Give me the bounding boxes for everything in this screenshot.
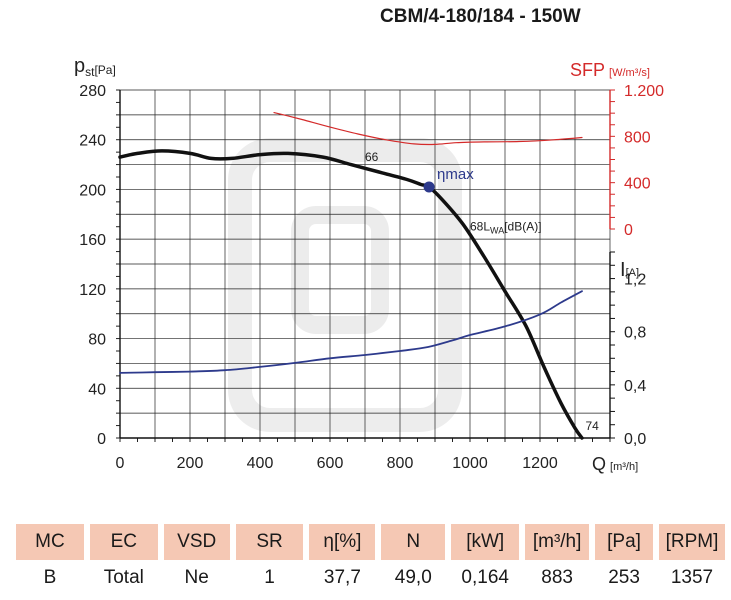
current-tick-label: 0,0 — [624, 431, 646, 448]
x-tick-label: 400 — [247, 455, 274, 472]
spec-value-n: 49,0 — [394, 567, 432, 588]
x-tick-label: 800 — [387, 455, 414, 472]
x-tick-label: 0 — [116, 455, 125, 472]
spec-value-pa: 253 — [608, 567, 640, 588]
spec-value-flow: 883 — [541, 567, 573, 588]
spec-value-rpm: 1357 — [670, 567, 714, 588]
spec-value-kw: 0,164 — [461, 567, 509, 588]
watermark-frame — [228, 138, 462, 432]
current-curve — [119, 290, 583, 374]
spec-table-value-row: B Total Ne 1 37,7 49,0 0,164 883 253 135… — [16, 560, 725, 596]
y-tick-label: 0 — [97, 431, 106, 448]
spec-value-efficiency: 37,7 — [323, 567, 361, 588]
spec-table: MC EC VSD SR η[%] N [kW] [m³/h] [Pa] [RP… — [10, 524, 731, 596]
spec-header-efficiency: η[%] — [309, 524, 376, 560]
x-tick-label: 200 — [177, 455, 204, 472]
y-tick-label: 240 — [79, 133, 106, 150]
sfp-tick-label: 800 — [624, 129, 651, 146]
y-tick-label: 40 — [88, 381, 106, 398]
spec-header-vsd: VSD — [163, 524, 230, 560]
sfp-tick-label: 400 — [624, 176, 651, 193]
y-tick-label: 280 — [79, 83, 106, 100]
y-tick-label: 80 — [88, 332, 106, 349]
noise-label-68: 68LWA[dB(A)] — [470, 219, 542, 235]
current-tick-label: 1,2 — [624, 272, 646, 289]
eta-max-label: ηmax — [437, 166, 474, 183]
performance-chart: 0 40 80 120 160 200 240 280 0 200 400 600 800 1000 120… — [74, 55, 664, 474]
noise-label-74: 74 — [586, 419, 600, 433]
watermark-inner — [291, 206, 389, 334]
spec-header-rpm: [RPM] — [659, 524, 725, 560]
spec-table-header-row: MC EC VSD SR η[%] N [kW] [m³/h] [Pa] [RP… — [16, 524, 725, 560]
spec-header-n: N — [381, 524, 446, 560]
spec-value-mc: B — [43, 567, 57, 588]
y-tick-label: 120 — [79, 282, 106, 299]
spec-value-vsd: Ne — [184, 567, 209, 588]
current-tick-label: 0,8 — [624, 325, 646, 342]
y-tick-label: 200 — [79, 182, 106, 199]
x-axis-label: Q [m³/h] — [592, 454, 638, 474]
y-axis-label-left: pst[Pa] — [74, 55, 116, 79]
current-tick-label: 0,4 — [624, 378, 646, 395]
spec-header-sr: SR — [235, 524, 304, 560]
x-tick-label: 600 — [317, 455, 344, 472]
spec-header-mc: MC — [16, 524, 84, 560]
spec-value-ec: Total — [103, 567, 144, 588]
y-tick-label: 160 — [79, 232, 106, 249]
pressure-curve — [118, 149, 584, 440]
watermark-logo — [228, 138, 462, 432]
spec-value-sr: 1 — [264, 567, 275, 588]
spec-header-ec: EC — [89, 524, 158, 560]
spec-header-pa: [Pa] — [595, 524, 653, 560]
x-tick-label: 1000 — [452, 455, 488, 472]
sfp-curve — [273, 112, 583, 146]
x-tick-label: 1200 — [522, 455, 558, 472]
y-axis-label-current: I[A] — [620, 259, 639, 281]
sfp-tick-label: 1.200 — [624, 83, 664, 100]
chart-title: CBM/4-180/184 - 150W — [380, 6, 581, 27]
y-axis-label-sfp: SFP [W/m³/s] — [570, 60, 650, 80]
eta-max-marker — [423, 181, 435, 193]
sfp-tick-label: 0 — [624, 222, 633, 239]
spec-header-kw: [kW] — [451, 524, 520, 560]
spec-header-flow: [m³/h] — [525, 524, 590, 560]
noise-label-66: 66 — [365, 150, 379, 164]
